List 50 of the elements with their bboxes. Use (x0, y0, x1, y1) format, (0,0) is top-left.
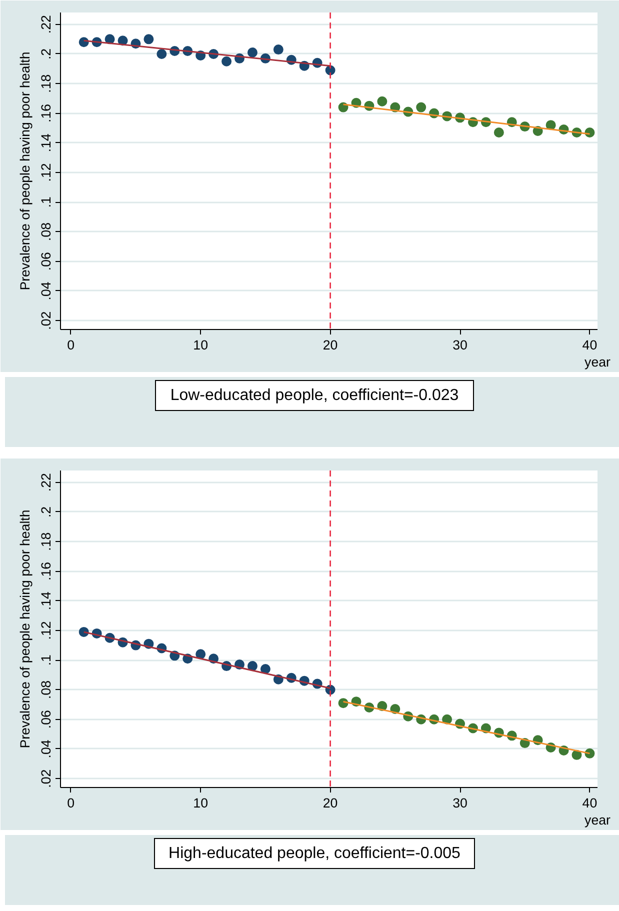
y-tick-label: .06 (38, 710, 54, 729)
text: High-educated people, coefficient=-0.005 (154, 838, 476, 869)
y-tick-label: .18 (38, 74, 54, 93)
y-tick-label: .22 (38, 15, 54, 34)
y-tick-label: .02 (38, 311, 54, 330)
y-tick-label: .14 (38, 133, 54, 152)
y-tick-label: .1 (38, 196, 54, 208)
x-tick-label: 0 (67, 796, 75, 810)
point (247, 48, 258, 58)
y-tick-label: .04 (38, 739, 54, 758)
point (222, 56, 232, 66)
y-tick-label: .08 (38, 680, 54, 699)
y-tick-label: .18 (38, 532, 54, 551)
y-tick-label: .16 (38, 562, 54, 580)
point (247, 661, 258, 672)
x-tick-label: 30 (452, 338, 468, 352)
y-axis-title: Prevalence of people having poor health (18, 510, 32, 748)
point (273, 44, 284, 55)
y-tick-label: .22 (38, 473, 54, 492)
x-tick-label: 20 (322, 338, 338, 352)
x-tick-label: 30 (452, 796, 468, 810)
point (260, 664, 270, 674)
text: Low-educated people, coefficient=-0.023 (155, 380, 474, 411)
y-tick-label: .06 (38, 252, 54, 271)
y-tick-label: .14 (38, 591, 54, 610)
y-tick-label: .12 (38, 163, 54, 182)
point (377, 96, 388, 106)
x-tick-label: 40 (582, 338, 598, 352)
x-tick-label: 40 (582, 796, 598, 810)
x-tick-label: 0 (67, 338, 75, 352)
y-tick-label: .2 (38, 48, 54, 60)
y-axis-title: Prevalence of people having poor health (18, 52, 32, 290)
point (416, 102, 426, 112)
x-tick-label: 20 (322, 796, 338, 810)
y-tick-label: .04 (38, 281, 54, 300)
x-axis-title: year (584, 354, 612, 370)
x-tick-label: 10 (193, 338, 208, 352)
y-tick-label: .08 (38, 222, 54, 241)
y-tick-label: .12 (38, 621, 54, 640)
y-tick-label: .2 (38, 506, 54, 518)
point (494, 127, 504, 138)
point (144, 34, 154, 44)
point (196, 649, 206, 660)
point (156, 48, 167, 59)
x-tick-label: 10 (193, 796, 208, 810)
y-tick-label: .02 (38, 769, 54, 788)
x-axis-title: year (584, 812, 612, 828)
point (338, 102, 348, 112)
y-tick-label: .16 (38, 104, 54, 122)
y-tick-label: .1 (38, 654, 54, 666)
